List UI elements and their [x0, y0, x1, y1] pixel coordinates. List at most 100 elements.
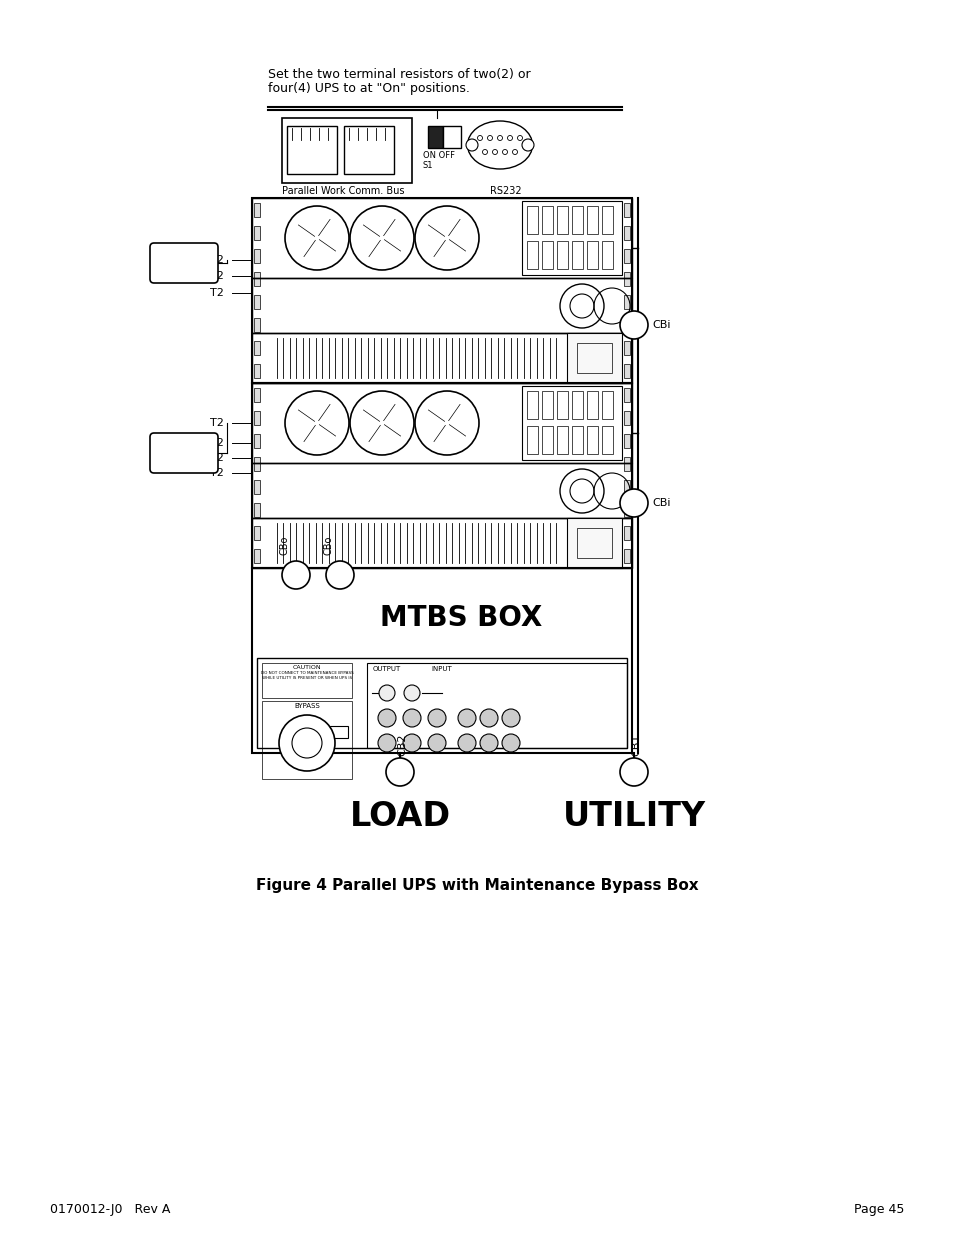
Circle shape — [512, 149, 517, 154]
Circle shape — [377, 709, 395, 727]
Bar — [557, 391, 567, 419]
Bar — [330, 726, 348, 739]
Bar — [541, 206, 553, 233]
Bar — [623, 480, 629, 494]
Text: T2: T2 — [210, 438, 224, 448]
Bar — [428, 126, 442, 148]
Bar — [252, 278, 631, 333]
Bar — [253, 411, 260, 425]
Circle shape — [619, 758, 647, 785]
Bar — [253, 203, 260, 217]
Text: Parallel Work Comm. Bus: Parallel Work Comm. Bus — [282, 186, 404, 196]
Bar — [442, 126, 460, 148]
Bar — [526, 426, 537, 454]
Bar — [262, 701, 352, 779]
Bar — [282, 119, 412, 183]
Bar — [252, 198, 631, 383]
Bar — [262, 663, 352, 698]
Text: CB1: CB1 — [630, 734, 640, 756]
Circle shape — [285, 391, 349, 454]
Bar — [623, 249, 629, 263]
Text: T2: T2 — [210, 417, 224, 429]
Text: ON OFF
S1: ON OFF S1 — [422, 151, 455, 170]
Bar — [557, 241, 567, 269]
Circle shape — [402, 734, 420, 752]
Circle shape — [569, 479, 594, 503]
Text: T3: T3 — [173, 446, 194, 461]
Text: WHILE UTILITY IS PRESENT OR WHEN UPS IS: WHILE UTILITY IS PRESENT OR WHEN UPS IS — [262, 676, 352, 680]
Circle shape — [482, 149, 487, 154]
Circle shape — [428, 734, 446, 752]
Bar — [557, 426, 567, 454]
Bar — [623, 203, 629, 217]
Text: Figure 4 Parallel UPS with Maintenance Bypass Box: Figure 4 Parallel UPS with Maintenance B… — [255, 878, 698, 893]
Bar — [252, 383, 631, 568]
Bar — [572, 206, 582, 233]
Circle shape — [350, 206, 414, 270]
Circle shape — [428, 709, 446, 727]
Text: CBo: CBo — [324, 536, 334, 555]
Circle shape — [559, 284, 603, 329]
Bar — [586, 241, 598, 269]
Circle shape — [292, 727, 322, 758]
Bar — [521, 201, 621, 275]
Text: CBi: CBi — [651, 320, 670, 330]
Text: CB2: CB2 — [396, 734, 407, 756]
Bar — [572, 426, 582, 454]
Circle shape — [386, 758, 414, 785]
Ellipse shape — [467, 121, 532, 169]
Bar — [252, 198, 631, 278]
Text: MTBS BOX: MTBS BOX — [379, 604, 541, 632]
Bar — [287, 126, 336, 174]
Circle shape — [285, 206, 349, 270]
Circle shape — [326, 561, 354, 589]
Circle shape — [507, 136, 512, 141]
Bar — [253, 317, 260, 332]
Circle shape — [377, 734, 395, 752]
Bar — [253, 249, 260, 263]
Bar — [623, 341, 629, 354]
Bar — [623, 295, 629, 309]
Bar — [623, 226, 629, 240]
Text: 0170012-J0   Rev A: 0170012-J0 Rev A — [50, 1203, 171, 1216]
Circle shape — [559, 469, 603, 513]
Text: T2: T2 — [210, 453, 224, 463]
Bar — [623, 317, 629, 332]
Circle shape — [619, 489, 647, 517]
Circle shape — [477, 136, 482, 141]
Bar — [253, 388, 260, 403]
Circle shape — [479, 709, 497, 727]
Circle shape — [502, 149, 507, 154]
Bar — [572, 391, 582, 419]
Circle shape — [415, 206, 478, 270]
Circle shape — [487, 136, 492, 141]
Bar — [252, 333, 631, 383]
Text: Set the two terminal resistors of two(2) or: Set the two terminal resistors of two(2)… — [268, 68, 530, 82]
Circle shape — [350, 391, 414, 454]
FancyBboxPatch shape — [150, 243, 218, 283]
Text: RS232: RS232 — [490, 186, 521, 196]
Bar — [572, 241, 582, 269]
Bar — [253, 364, 260, 378]
Circle shape — [457, 709, 476, 727]
Text: LOAD: LOAD — [349, 800, 450, 832]
Circle shape — [479, 734, 497, 752]
Bar — [623, 364, 629, 378]
Bar — [253, 341, 260, 354]
Bar — [253, 457, 260, 471]
Text: INPUT: INPUT — [431, 666, 452, 672]
Bar — [253, 550, 260, 563]
FancyBboxPatch shape — [150, 433, 218, 473]
Bar — [601, 241, 613, 269]
Bar — [601, 391, 613, 419]
Circle shape — [465, 140, 477, 151]
Bar — [623, 526, 629, 540]
Bar — [586, 206, 598, 233]
Circle shape — [497, 136, 502, 141]
Bar — [623, 388, 629, 403]
Bar — [601, 426, 613, 454]
Text: T2: T2 — [210, 468, 224, 478]
Bar — [586, 426, 598, 454]
Bar — [623, 272, 629, 287]
Circle shape — [278, 715, 335, 771]
